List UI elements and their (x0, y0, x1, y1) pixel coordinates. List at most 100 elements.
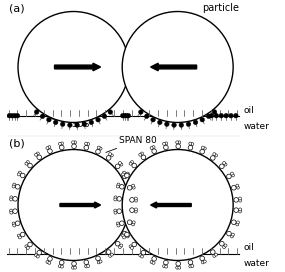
Circle shape (123, 171, 125, 174)
Circle shape (215, 154, 217, 157)
Circle shape (121, 234, 125, 237)
Circle shape (13, 183, 16, 186)
Circle shape (211, 250, 215, 254)
Circle shape (119, 246, 121, 249)
Circle shape (36, 152, 39, 155)
Circle shape (125, 173, 129, 178)
Circle shape (223, 162, 226, 165)
Circle shape (12, 222, 15, 225)
Circle shape (188, 260, 193, 265)
Circle shape (34, 254, 38, 257)
Circle shape (203, 260, 206, 263)
Circle shape (131, 246, 133, 249)
Circle shape (117, 224, 120, 227)
Circle shape (18, 11, 129, 122)
Circle shape (121, 113, 125, 118)
Circle shape (164, 260, 168, 265)
Circle shape (28, 163, 32, 168)
Circle shape (176, 266, 179, 269)
Circle shape (193, 120, 198, 125)
Circle shape (224, 113, 228, 118)
Circle shape (116, 222, 119, 225)
Circle shape (176, 261, 180, 266)
Circle shape (85, 265, 87, 268)
Circle shape (96, 256, 100, 261)
Circle shape (123, 174, 127, 179)
Circle shape (102, 114, 107, 119)
Circle shape (28, 242, 32, 247)
Circle shape (200, 256, 204, 261)
Circle shape (21, 173, 25, 178)
Circle shape (135, 208, 137, 211)
Circle shape (236, 221, 239, 224)
Circle shape (121, 173, 125, 176)
Circle shape (46, 261, 49, 264)
Circle shape (82, 122, 87, 126)
Circle shape (114, 198, 117, 201)
Circle shape (37, 155, 42, 160)
Circle shape (176, 141, 179, 144)
Circle shape (13, 209, 17, 214)
Circle shape (47, 118, 51, 122)
Circle shape (213, 153, 216, 156)
Circle shape (126, 113, 131, 118)
Circle shape (134, 197, 137, 200)
Circle shape (15, 221, 20, 225)
Circle shape (18, 150, 129, 261)
Circle shape (239, 199, 242, 202)
Circle shape (165, 265, 168, 268)
Circle shape (40, 114, 45, 119)
Circle shape (74, 266, 77, 269)
Text: water: water (244, 122, 270, 131)
Circle shape (179, 123, 184, 127)
Circle shape (46, 147, 49, 150)
Circle shape (72, 141, 74, 144)
Circle shape (123, 236, 125, 239)
Circle shape (87, 264, 90, 267)
Circle shape (115, 164, 120, 169)
Circle shape (10, 211, 13, 214)
Circle shape (139, 254, 142, 257)
Circle shape (211, 156, 215, 160)
Circle shape (131, 161, 133, 163)
Circle shape (236, 223, 239, 226)
Circle shape (224, 163, 227, 166)
Circle shape (116, 185, 119, 188)
Text: oil: oil (244, 243, 255, 252)
Circle shape (231, 186, 236, 190)
Circle shape (122, 113, 127, 118)
Circle shape (219, 241, 224, 246)
Circle shape (114, 211, 117, 214)
Circle shape (231, 220, 236, 225)
Circle shape (122, 150, 233, 261)
Circle shape (127, 233, 130, 236)
Circle shape (48, 256, 52, 261)
Circle shape (151, 118, 155, 122)
Circle shape (236, 186, 239, 189)
Circle shape (206, 114, 211, 119)
Circle shape (26, 161, 29, 163)
Circle shape (203, 147, 206, 150)
Text: water: water (244, 259, 270, 268)
Circle shape (10, 198, 13, 201)
Circle shape (134, 210, 137, 213)
Circle shape (234, 113, 238, 118)
Circle shape (219, 164, 224, 169)
Circle shape (178, 266, 181, 269)
Circle shape (48, 149, 52, 153)
FancyArrow shape (60, 202, 101, 208)
Circle shape (72, 144, 76, 149)
Text: particle: particle (202, 4, 239, 13)
Circle shape (125, 232, 129, 237)
Circle shape (53, 120, 58, 125)
Circle shape (120, 244, 123, 247)
Circle shape (219, 113, 223, 118)
Circle shape (75, 123, 80, 127)
Circle shape (26, 246, 29, 249)
Circle shape (215, 253, 217, 256)
Circle shape (34, 153, 38, 156)
Circle shape (176, 144, 180, 149)
Circle shape (130, 208, 134, 212)
Circle shape (99, 260, 102, 263)
Circle shape (115, 241, 120, 246)
